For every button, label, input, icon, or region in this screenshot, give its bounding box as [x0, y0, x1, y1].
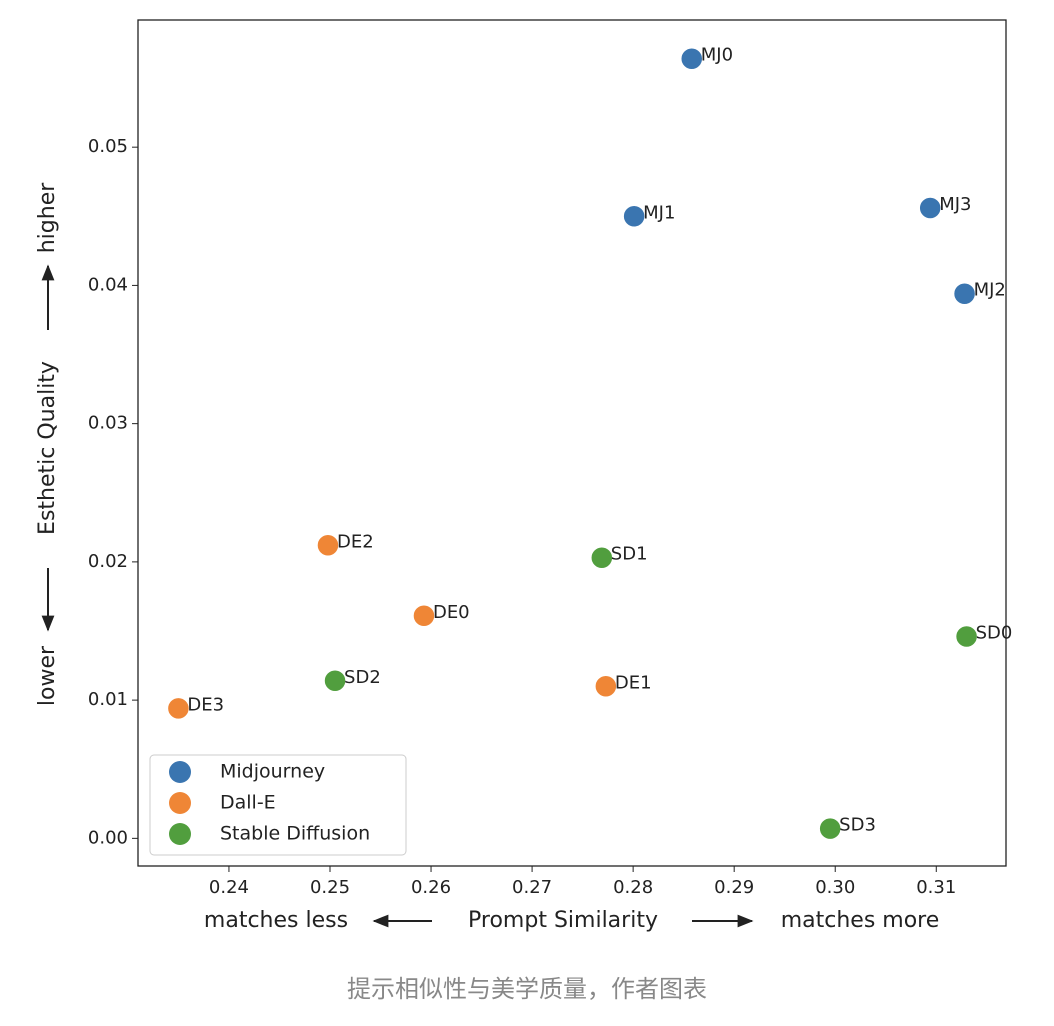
point-label: SD3 [839, 815, 876, 836]
point-label: MJ1 [643, 202, 675, 223]
point [316, 533, 340, 558]
legend-marker [169, 792, 191, 814]
y-tick-label: 0.04 [88, 274, 128, 295]
legend-label: Dall-E [220, 792, 276, 814]
legend-marker [169, 761, 191, 783]
x-tick-label: 0.24 [209, 877, 249, 898]
y-tick-label: 0.03 [88, 413, 128, 434]
point [918, 196, 942, 220]
x-tick-label: 0.27 [512, 877, 552, 898]
point [679, 46, 704, 71]
legend-marker [169, 823, 191, 845]
x-label: Prompt Similarity [468, 908, 658, 933]
point [412, 604, 436, 628]
x-tick-label: 0.29 [714, 877, 754, 898]
point [952, 281, 977, 306]
y-tick-label: 0.01 [88, 689, 128, 710]
x-tick-label: 0.31 [916, 877, 956, 898]
legend-label: Midjourney [220, 761, 325, 783]
point [590, 545, 614, 570]
x-tick-label: 0.26 [411, 877, 451, 898]
plot-frame [137, 19, 1007, 867]
point [954, 624, 979, 649]
point-label: DE0 [433, 602, 470, 623]
point [594, 674, 618, 699]
point-label: SD1 [611, 544, 648, 565]
y-label-bottom: lower [35, 645, 60, 706]
point-label: DE2 [337, 531, 374, 552]
point-label: SD0 [976, 623, 1013, 644]
x-label-right: matches more [781, 908, 940, 933]
y-tick-label: 0.00 [88, 827, 128, 848]
caption: 提示相似性与美学质量，作者图表 [347, 975, 707, 1003]
point-label: MJ2 [974, 280, 1006, 301]
legend-label: Stable Diffusion [220, 823, 370, 845]
point [323, 669, 347, 693]
point-label: DE3 [187, 694, 224, 715]
point-label: MJ0 [701, 45, 733, 66]
y-label: Esthetic Quality [35, 361, 60, 535]
x-tick-label: 0.25 [310, 877, 350, 898]
x-label-left: matches less [204, 908, 348, 933]
x-tick-label: 0.30 [815, 877, 855, 898]
y-tick-label: 0.02 [88, 551, 128, 572]
point-label: SD2 [344, 667, 381, 688]
point-label: MJ3 [939, 194, 971, 215]
point-label: DE1 [615, 672, 652, 693]
legend-box [149, 754, 407, 856]
x-tick-label: 0.28 [613, 877, 653, 898]
point [622, 204, 646, 229]
y-tick-label: 0.05 [88, 136, 128, 157]
y-label-top: higher [35, 182, 60, 253]
point [818, 816, 842, 841]
point [166, 696, 191, 721]
